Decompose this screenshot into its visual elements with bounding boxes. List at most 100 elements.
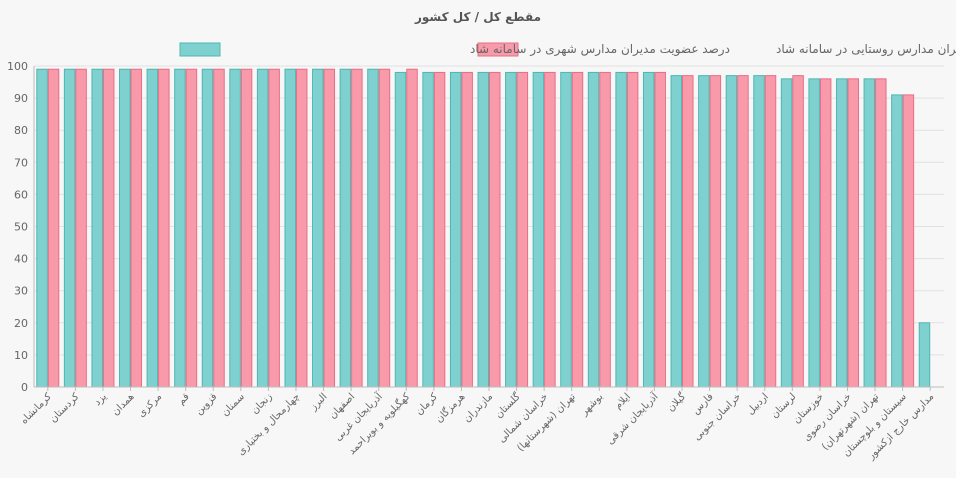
legend: درصد عضویت مدیران مدارس روستایی در سامان… bbox=[179, 42, 956, 57]
bar-urban[interactable] bbox=[725, 75, 738, 388]
bar-urban[interactable] bbox=[174, 68, 186, 388]
x-tick-label: کرمانشاه bbox=[19, 391, 54, 426]
bar-rural[interactable] bbox=[599, 71, 611, 388]
bar-rural[interactable] bbox=[709, 75, 722, 388]
legend-swatch-rural bbox=[477, 42, 519, 57]
bar-rural[interactable] bbox=[268, 68, 280, 388]
y-tick-label: 50 bbox=[14, 221, 28, 234]
bar-urban[interactable] bbox=[808, 78, 820, 388]
y-tick-label: 70 bbox=[14, 156, 28, 169]
x-tick-label: فارس bbox=[690, 391, 716, 417]
bar-rural[interactable] bbox=[902, 94, 915, 388]
bar-rural[interactable] bbox=[240, 68, 253, 388]
x-tick-label: قم bbox=[176, 391, 192, 407]
y-axis: 0 10 20 30 40 50 60 70 80 90 100 bbox=[7, 60, 35, 394]
bar-rural[interactable] bbox=[626, 71, 639, 388]
x-tick-label: یزد bbox=[92, 391, 109, 408]
bar-urban[interactable] bbox=[36, 68, 48, 388]
legend-label-urban: درصد عضویت مدیران مدارس شهری در سامانه ش… bbox=[470, 42, 730, 57]
bar-rural[interactable] bbox=[75, 68, 87, 388]
x-tick-label: گیلان bbox=[665, 390, 689, 414]
chart-title: مقطع کل / کل کشور bbox=[414, 10, 541, 25]
bar-rural[interactable] bbox=[875, 78, 887, 388]
bar-urban[interactable] bbox=[119, 68, 131, 388]
bar-urban[interactable] bbox=[505, 71, 517, 388]
bar-rural[interactable] bbox=[102, 68, 115, 388]
bar-urban[interactable] bbox=[753, 75, 765, 388]
bar-rural[interactable] bbox=[654, 71, 666, 388]
bar-rural[interactable] bbox=[433, 71, 446, 388]
bar-urban[interactable] bbox=[918, 322, 931, 388]
x-tick-label: بوشهر bbox=[578, 391, 605, 418]
y-tick-label: 40 bbox=[14, 253, 28, 266]
bar-urban[interactable] bbox=[229, 68, 241, 388]
bar-rural[interactable] bbox=[323, 68, 336, 388]
bar-rural[interactable] bbox=[571, 71, 584, 388]
bar-rural[interactable] bbox=[130, 68, 143, 388]
bar-rural[interactable] bbox=[378, 68, 391, 388]
bar-rural[interactable] bbox=[847, 78, 859, 388]
bar-urban[interactable] bbox=[422, 71, 434, 388]
bar-rural[interactable] bbox=[47, 68, 60, 388]
bar-urban[interactable] bbox=[146, 68, 159, 388]
bar-urban[interactable] bbox=[91, 68, 103, 388]
x-tick-label: کردستان bbox=[48, 391, 82, 425]
bar-urban[interactable] bbox=[63, 68, 76, 388]
bar-rural[interactable] bbox=[461, 71, 473, 388]
y-tick-label: 60 bbox=[14, 188, 28, 201]
x-tick-label: البرز bbox=[308, 391, 330, 413]
bar-urban[interactable] bbox=[367, 68, 379, 388]
bar-urban[interactable] bbox=[477, 71, 489, 388]
bar-urban[interactable] bbox=[312, 68, 324, 388]
x-tick-label: مازندران bbox=[462, 391, 495, 424]
bar-urban[interactable] bbox=[449, 71, 462, 388]
bar-urban[interactable] bbox=[835, 78, 848, 388]
x-tick-label: اردبیل bbox=[745, 391, 771, 417]
x-tick-label: ایلام bbox=[613, 391, 633, 411]
bar-urban[interactable] bbox=[339, 68, 352, 388]
legend-item-urban[interactable]: درصد عضویت مدیران مدارس شهری در سامانه ش… bbox=[179, 42, 730, 57]
x-tick-label: آذربایجان شرقی bbox=[603, 389, 661, 447]
bar-urban[interactable] bbox=[780, 78, 793, 388]
bar-rural[interactable] bbox=[544, 71, 556, 388]
bar-urban[interactable] bbox=[256, 68, 269, 388]
bar-urban[interactable] bbox=[642, 71, 655, 388]
x-tick-label: همدان bbox=[110, 391, 136, 417]
bar-rural[interactable] bbox=[489, 71, 501, 388]
x-tick-label: هرمزگان bbox=[433, 391, 468, 426]
bar-urban[interactable] bbox=[284, 68, 296, 388]
y-tick-label: 30 bbox=[14, 285, 28, 298]
x-tick-label: سمنان bbox=[220, 391, 247, 418]
bar-rural[interactable] bbox=[737, 75, 749, 388]
bar-urban[interactable] bbox=[201, 68, 214, 388]
y-tick-label: 100 bbox=[7, 60, 28, 73]
bar-rural[interactable] bbox=[792, 75, 804, 388]
bar-rural[interactable] bbox=[819, 78, 832, 388]
x-tick-label: قزوین bbox=[194, 391, 220, 417]
bar-rural[interactable] bbox=[295, 68, 308, 388]
y-tick-label: 0 bbox=[21, 381, 28, 394]
bar-urban[interactable] bbox=[863, 78, 876, 388]
bar-rural[interactable] bbox=[158, 68, 170, 388]
bar-urban[interactable] bbox=[587, 71, 600, 388]
bar-rural[interactable] bbox=[406, 68, 418, 388]
bar-urban[interactable] bbox=[698, 75, 710, 388]
bar-urban[interactable] bbox=[532, 71, 545, 388]
bar-urban[interactable] bbox=[394, 71, 407, 388]
bar-urban[interactable] bbox=[670, 75, 683, 388]
bar-rural[interactable] bbox=[213, 68, 225, 388]
bar-rural[interactable] bbox=[764, 75, 777, 388]
y-tick-label: 80 bbox=[14, 124, 28, 137]
bars bbox=[36, 68, 931, 388]
bar-urban[interactable] bbox=[891, 94, 903, 388]
bar-urban[interactable] bbox=[560, 71, 572, 388]
bar-rural[interactable] bbox=[351, 68, 363, 388]
bar-urban[interactable] bbox=[615, 71, 627, 388]
bar-rural[interactable] bbox=[516, 71, 529, 388]
bar-rural[interactable] bbox=[682, 75, 694, 388]
legend-item-rural[interactable]: درصد عضویت مدیران مدارس روستایی در سامان… bbox=[477, 42, 956, 57]
x-tick-label: زنجان bbox=[249, 391, 274, 416]
bar-rural[interactable] bbox=[185, 68, 198, 388]
legend-label-rural: درصد عضویت مدیران مدارس روستایی در سامان… bbox=[776, 42, 956, 57]
